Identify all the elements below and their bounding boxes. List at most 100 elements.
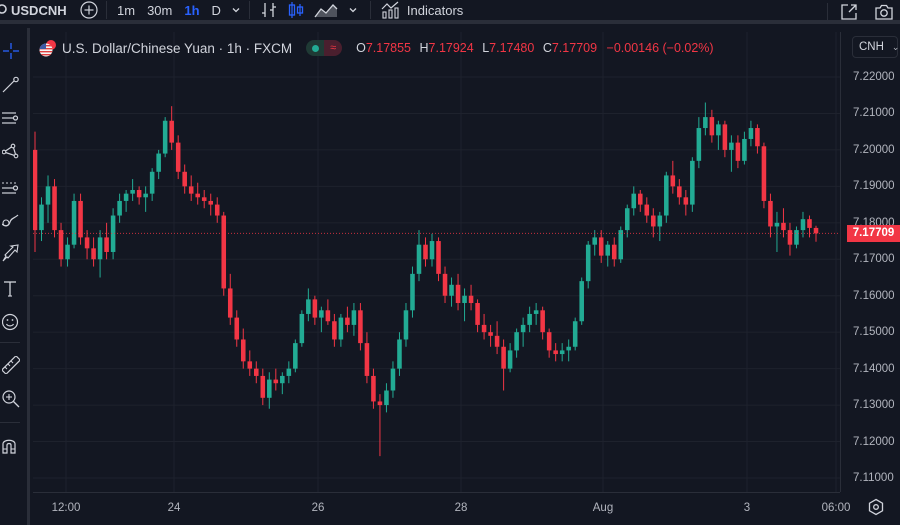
fib-retracement-icon xyxy=(2,112,19,124)
pattern-tool[interactable] xyxy=(0,141,22,163)
time-tick-label: 26 xyxy=(311,502,325,514)
top-toolbar: USDCNH 1m 30m 1h D Indicators xyxy=(0,0,900,24)
add-symbol-button[interactable] xyxy=(80,1,98,19)
price-tick-label: 7.19000 xyxy=(853,180,895,193)
change-value: −0.00146 (−0.02%) xyxy=(606,41,714,55)
toolbar-divider xyxy=(0,342,20,343)
snapshot-button[interactable] xyxy=(874,3,894,21)
interval-dropdown-button[interactable] xyxy=(231,5,241,15)
time-tick-label: 28 xyxy=(454,502,468,514)
price-tick-label: 7.17000 xyxy=(853,253,895,266)
indicators-label: Indicators xyxy=(406,2,464,18)
open-label: O xyxy=(356,41,366,55)
price-tick-label: 7.20000 xyxy=(853,143,895,156)
us-flag-icon xyxy=(39,40,56,57)
prediction-icon xyxy=(2,182,19,194)
zoom-in-icon xyxy=(2,390,20,408)
high-value: 7.17924 xyxy=(428,41,474,55)
low-label: L xyxy=(482,41,490,55)
time-tick-label: 24 xyxy=(167,502,181,514)
area-style-button[interactable] xyxy=(314,2,338,18)
toolbar-divider xyxy=(106,1,107,19)
text-icon xyxy=(4,281,16,297)
arrow-icon xyxy=(2,244,19,262)
data-delay-icon: ≈ xyxy=(324,40,343,56)
close-value: 7.17709 xyxy=(551,41,598,55)
emoji-tool[interactable] xyxy=(0,311,22,333)
chart-legend: U.S. Dollar/Chinese Yuan · 1h · FXCM ≈ O… xyxy=(38,38,714,58)
bar-style-icon xyxy=(261,3,276,17)
low-value: 7.17480 xyxy=(489,41,535,55)
currency-label: CNH xyxy=(859,41,884,53)
candlestick-chart[interactable] xyxy=(33,32,840,492)
price-tick-label: 7.22000 xyxy=(853,71,895,83)
add-symbol-icon xyxy=(80,1,98,19)
close-label: C xyxy=(542,41,552,55)
snapshot-camera-icon xyxy=(875,4,893,20)
symbol-label: USDCNH xyxy=(11,2,67,18)
market-status-pill[interactable]: ≈ xyxy=(306,40,343,56)
prediction-tool[interactable] xyxy=(0,176,22,198)
fib-retracement-tool[interactable] xyxy=(0,108,22,130)
price-tick-label: 7.15000 xyxy=(853,326,895,339)
chevron-down-icon xyxy=(232,8,240,13)
open-new-window-icon xyxy=(841,4,857,20)
price-tick-label: 7.13000 xyxy=(853,399,895,412)
trend-line-icon xyxy=(2,76,19,93)
text-tool[interactable] xyxy=(0,278,22,300)
time-tick-label: Aug xyxy=(592,502,614,514)
chart-type-dropdown-button[interactable] xyxy=(348,5,358,15)
drawing-toolbar xyxy=(0,28,30,525)
zoom-in-tool[interactable] xyxy=(0,388,22,410)
ohlc-values: O7.17855 H7.17924 L7.17480 C7.17709 −0.0… xyxy=(356,41,713,55)
toolbar-divider xyxy=(0,422,20,423)
interval-1h[interactable]: 1h xyxy=(184,2,200,18)
ruler-tool[interactable] xyxy=(0,354,22,376)
pattern-icon xyxy=(2,143,19,159)
price-tick-label: 7.16000 xyxy=(853,289,895,302)
brush-icon xyxy=(2,214,19,227)
price-axis[interactable]: 7.22000 7.21000 7.20000 7.19000 7.18000 7.170… xyxy=(840,32,900,492)
magnet-tool[interactable] xyxy=(0,434,22,456)
interval-d[interactable]: D xyxy=(211,2,221,18)
trend-line-tool[interactable] xyxy=(0,74,22,96)
currency-button[interactable]: CNH ⌄ xyxy=(852,36,900,58)
price-tick-label: 7.11000 xyxy=(853,472,894,484)
toolbar-divider xyxy=(248,1,250,19)
arrow-tool[interactable] xyxy=(0,242,22,264)
high-label: H xyxy=(419,41,429,55)
crosshair-tool[interactable] xyxy=(0,40,22,62)
last-price-label: 7.17709 xyxy=(847,224,900,242)
interval-1m[interactable]: 1m xyxy=(117,2,136,18)
brush-tool[interactable] xyxy=(0,210,22,232)
price-tick-label: 7.12000 xyxy=(853,435,895,448)
chevron-down-icon: ⌄ xyxy=(891,41,900,52)
magnet-icon xyxy=(2,439,16,454)
emoji-icon xyxy=(2,313,19,331)
interval-30m[interactable]: 30m xyxy=(147,2,173,18)
time-tick-label: 3 xyxy=(743,502,751,514)
ruler-icon xyxy=(2,356,20,374)
symbol-title[interactable]: U.S. Dollar/Chinese Yuan · 1h · FXCM xyxy=(62,40,293,56)
time-tick-label: 06:00 xyxy=(821,502,851,514)
area-style-icon xyxy=(314,4,338,18)
toolbar-divider xyxy=(369,1,371,19)
chevron-down-icon xyxy=(349,8,357,13)
indicators-button[interactable]: Indicators xyxy=(381,1,463,19)
bar-style-button[interactable] xyxy=(260,1,278,19)
price-tick-label: 7.21000 xyxy=(853,107,895,120)
indicators-icon xyxy=(381,1,399,19)
time-tick-label: 12:00 xyxy=(51,502,81,514)
search-icon xyxy=(0,4,7,14)
price-tick-label: 7.14000 xyxy=(853,362,895,375)
settings-gear-icon xyxy=(868,498,884,516)
candle-style-button[interactable] xyxy=(288,1,304,19)
symbol-search-button[interactable]: USDCNH xyxy=(0,3,70,18)
toolbar-divider xyxy=(827,3,828,21)
market-open-indicator xyxy=(306,40,325,56)
crosshair-icon xyxy=(3,43,19,59)
chart-settings-button[interactable] xyxy=(867,498,885,516)
time-axis[interactable]: 12:00 24 26 28 Aug 3 06:00 xyxy=(33,492,850,525)
open-new-window-button[interactable] xyxy=(840,3,858,21)
open-value: 7.17855 xyxy=(365,41,412,55)
